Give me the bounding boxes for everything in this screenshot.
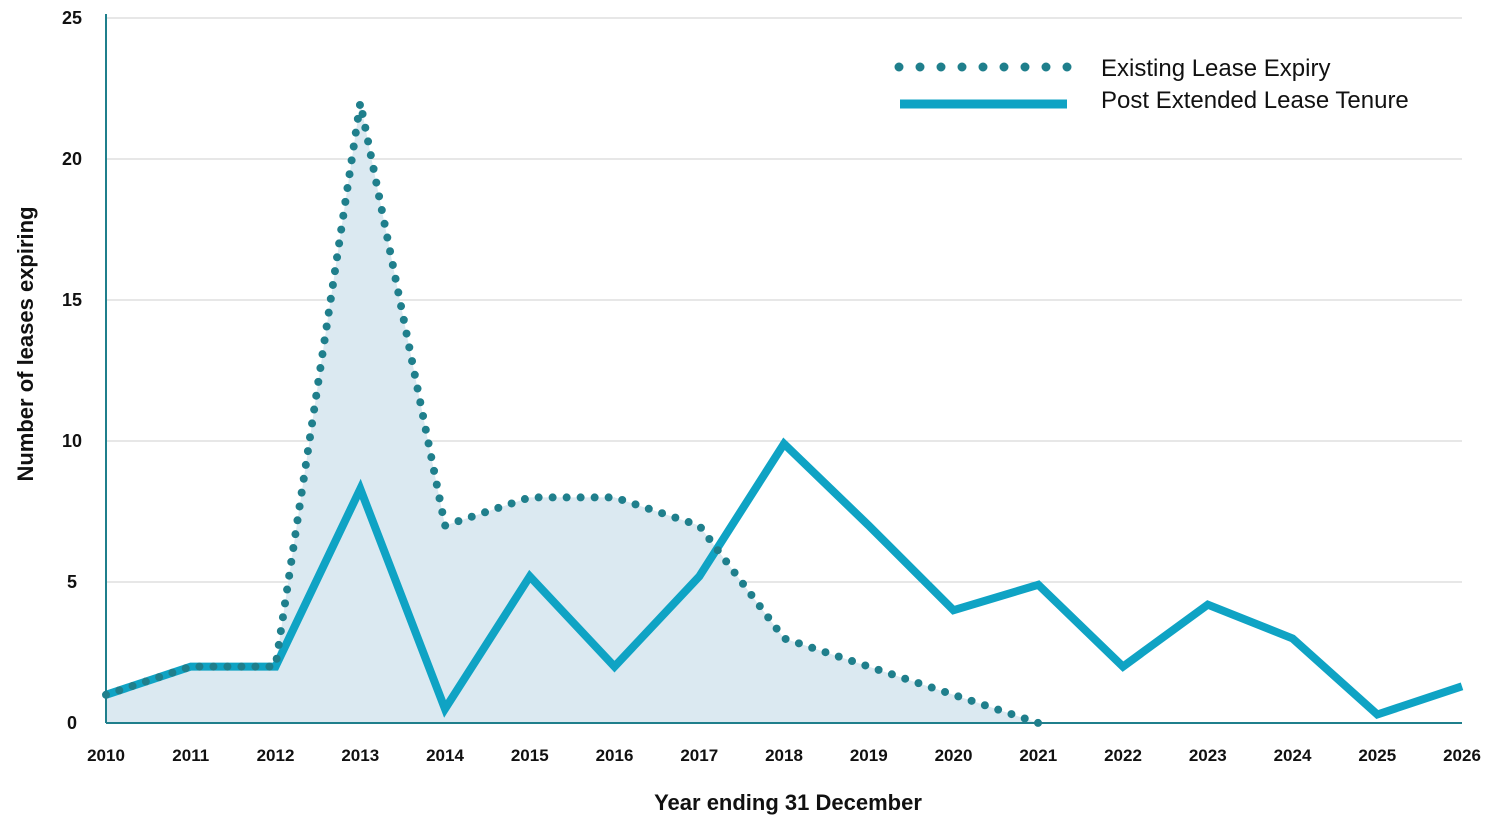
x-tick-2014: 2014	[426, 746, 464, 765]
y-tick-20: 20	[62, 149, 82, 169]
existing-lease-area	[106, 102, 1039, 724]
legend: Existing Lease Expiry Post Extended Lease…	[894, 55, 1409, 114]
x-tick-2020: 2020	[935, 746, 973, 765]
x-tick-2011: 2011	[172, 746, 209, 765]
legend-label-post: Post Extended Lease Tenure	[1101, 87, 1409, 114]
axes	[105, 14, 1462, 724]
y-tick-15: 15	[62, 290, 82, 310]
x-tick-2023: 2023	[1189, 746, 1227, 765]
y-tick-25: 25	[62, 8, 82, 28]
x-tick-2015: 2015	[511, 746, 549, 765]
x-tick-2017: 2017	[680, 746, 718, 765]
x-tick-2022: 2022	[1104, 746, 1142, 765]
x-tick-2018: 2018	[765, 746, 803, 765]
y-tick-0: 0	[67, 713, 77, 733]
x-tick-2016: 2016	[596, 746, 634, 765]
x-tick-2013: 2013	[341, 746, 379, 765]
x-tick-2019: 2019	[850, 746, 888, 765]
x-tick-2010: 2010	[87, 746, 125, 765]
x-tick-2012: 2012	[257, 746, 295, 765]
legend-label-existing: Existing Lease Expiry	[1101, 55, 1330, 82]
series-layer	[102, 101, 1464, 727]
x-axis-title: Year ending 31 December	[654, 790, 922, 815]
area-layer	[106, 102, 1039, 724]
x-tick-labels: 2010 2011 2012 2013 2014 2015 2016 2017 2018 2019…	[87, 746, 1481, 765]
x-tick-2021: 2021	[1019, 746, 1057, 765]
x-tick-2025: 2025	[1358, 746, 1396, 765]
y-tick-labels: 0 5 10 15 20 25	[62, 8, 82, 733]
x-tick-2024: 2024	[1274, 746, 1312, 765]
y-axis-title: Number of leases expiring	[13, 206, 38, 481]
x-tick-2026: 2026	[1443, 746, 1481, 765]
y-tick-10: 10	[62, 431, 82, 451]
y-tick-5: 5	[67, 572, 77, 592]
